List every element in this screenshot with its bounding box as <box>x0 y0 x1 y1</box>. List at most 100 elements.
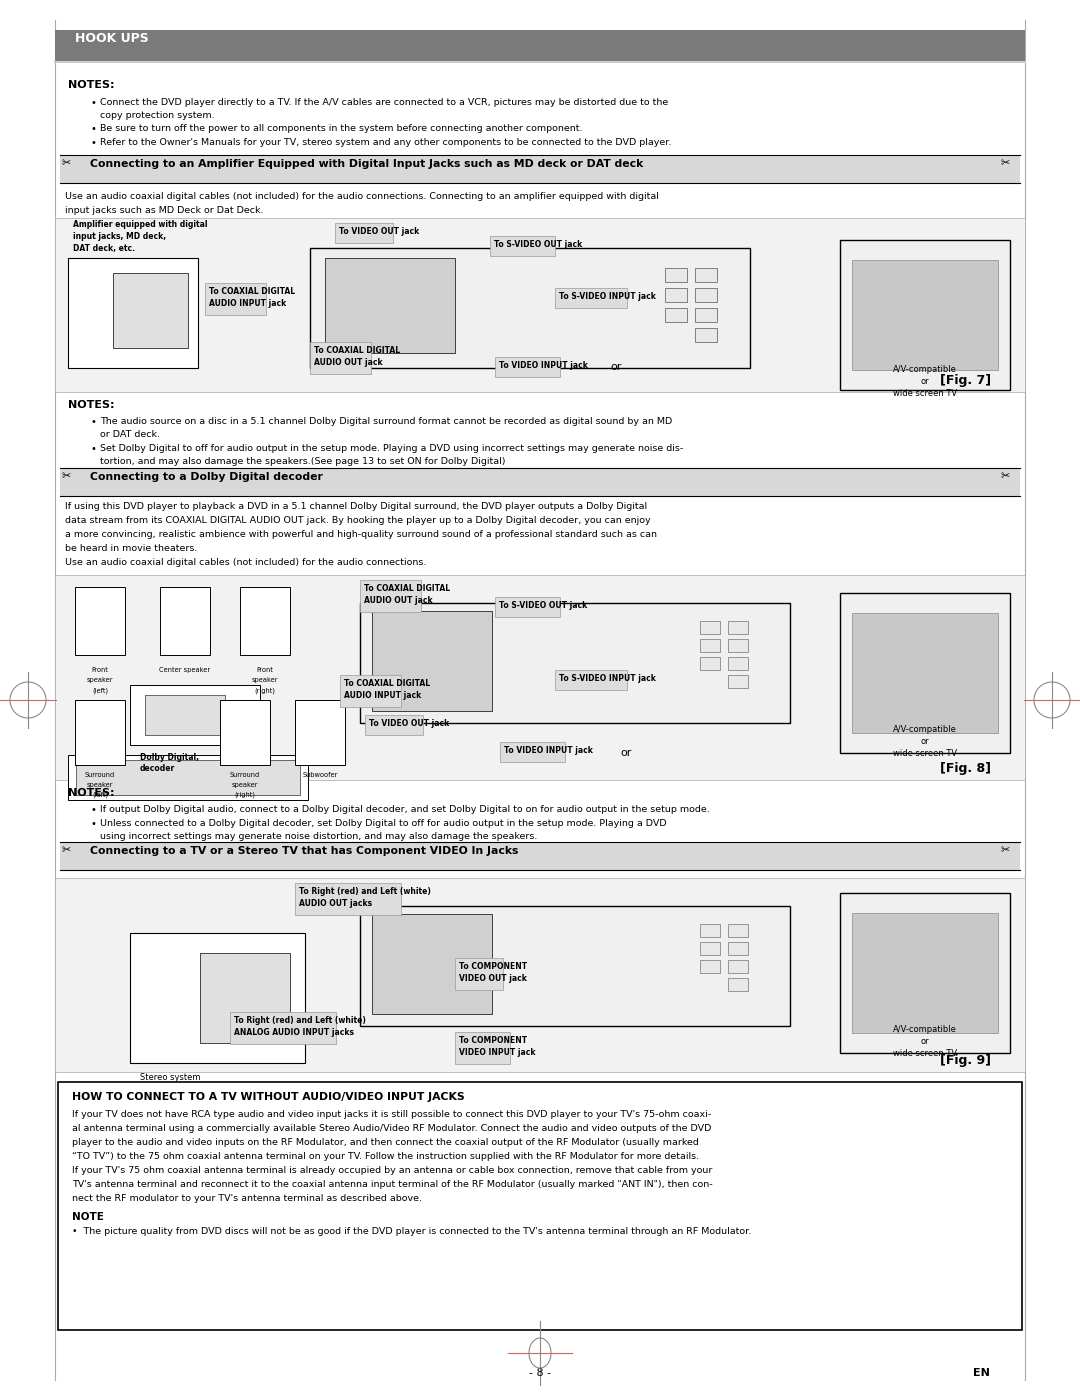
Bar <box>700 960 720 972</box>
Bar <box>360 604 789 724</box>
Circle shape <box>94 719 106 732</box>
Text: AUDIO OUT jack: AUDIO OUT jack <box>314 358 382 367</box>
Text: tortion, and may also damage the speakers.(See page 13 to set ON for Dolby Digit: tortion, and may also damage the speaker… <box>100 457 505 467</box>
Text: To S-VIDEO INPUT jack: To S-VIDEO INPUT jack <box>559 673 656 683</box>
Text: Dolby Digital,: Dolby Digital, <box>140 753 199 761</box>
Bar <box>60 155 1020 183</box>
Text: wide screen TV: wide screen TV <box>893 388 957 398</box>
Bar <box>360 907 789 1025</box>
Bar <box>160 587 210 655</box>
Bar <box>700 942 720 956</box>
Text: nect the RF modulator to your TV's antenna terminal as described above.: nect the RF modulator to your TV's anten… <box>72 1194 422 1203</box>
Text: Use an audio coaxial digital cables (not included) for the audio connections.: Use an audio coaxial digital cables (not… <box>65 557 427 567</box>
Bar <box>240 587 291 655</box>
Circle shape <box>168 599 201 631</box>
Bar <box>728 978 748 990</box>
Bar <box>852 914 998 1032</box>
Bar <box>60 468 1020 496</box>
Circle shape <box>76 272 104 300</box>
Text: Surround: Surround <box>85 773 116 778</box>
Bar <box>700 622 720 634</box>
Text: wide screen TV: wide screen TV <box>893 749 957 759</box>
Circle shape <box>84 599 116 631</box>
Circle shape <box>305 711 335 740</box>
Text: Be sure to turn off the power to all components in the system before connecting : Be sure to turn off the power to all com… <box>100 124 582 133</box>
Circle shape <box>239 719 251 732</box>
Text: AUDIO OUT jacks: AUDIO OUT jacks <box>299 900 373 908</box>
Bar <box>455 958 503 990</box>
Text: •: • <box>90 444 96 454</box>
Text: wide screen TV: wide screen TV <box>893 1049 957 1058</box>
Text: al antenna terminal using a commercially available Stereo Audio/Video RF Modulat: al antenna terminal using a commercially… <box>72 1125 712 1133</box>
Text: NOTES:: NOTES: <box>68 80 114 89</box>
Bar <box>696 288 717 302</box>
Bar <box>75 700 125 766</box>
Bar <box>696 307 717 321</box>
Bar <box>852 260 998 370</box>
Text: •: • <box>90 124 96 134</box>
Text: To VIDEO OUT jack: To VIDEO OUT jack <box>369 719 449 728</box>
Text: A/V-compatible: A/V-compatible <box>893 365 957 374</box>
Bar <box>500 742 565 761</box>
Text: To COAXIAL DIGITAL: To COAXIAL DIGITAL <box>210 286 295 296</box>
Text: AUDIO OUT jack: AUDIO OUT jack <box>364 597 433 605</box>
Text: •: • <box>90 805 96 814</box>
Text: ✂: ✂ <box>62 845 71 855</box>
Text: Stereo system: Stereo system <box>140 1073 201 1083</box>
Bar <box>310 342 372 374</box>
Text: To S-VIDEO OUT jack: To S-VIDEO OUT jack <box>494 240 582 249</box>
Text: If using this DVD player to playback a DVD in a 5.1 channel Dolby Digital surrou: If using this DVD player to playback a D… <box>65 502 647 511</box>
Text: Refer to the Owner's Manuals for your TV, stereo system and any other components: Refer to the Owner's Manuals for your TV… <box>100 138 672 147</box>
Text: Front: Front <box>257 666 273 673</box>
Bar <box>852 613 998 733</box>
Bar <box>220 700 270 766</box>
Text: speaker: speaker <box>86 678 113 683</box>
Circle shape <box>76 314 104 342</box>
Bar <box>310 249 750 367</box>
Text: Center speaker: Center speaker <box>160 666 211 673</box>
Bar <box>840 240 1010 390</box>
Bar <box>68 258 198 367</box>
Text: or: or <box>620 747 632 759</box>
Bar <box>295 700 345 766</box>
Text: (left): (left) <box>92 687 108 693</box>
Bar <box>728 675 748 687</box>
Text: [Fig. 7]: [Fig. 7] <box>940 374 991 387</box>
Text: To COAXIAL DIGITAL: To COAXIAL DIGITAL <box>345 679 430 687</box>
Text: (left): (left) <box>92 792 108 799</box>
Text: To S-VIDEO INPUT jack: To S-VIDEO INPUT jack <box>559 292 656 300</box>
Text: using incorrect settings may generate noise distortion, and may also damage the : using incorrect settings may generate no… <box>100 833 538 841</box>
Bar <box>372 610 492 711</box>
Bar <box>325 258 455 353</box>
Circle shape <box>93 608 107 622</box>
Text: or: or <box>920 1037 929 1046</box>
Text: To COMPONENT: To COMPONENT <box>459 1037 527 1045</box>
Bar <box>55 877 1025 1071</box>
Bar <box>555 288 626 307</box>
Text: speaker: speaker <box>86 782 113 788</box>
Bar <box>700 657 720 671</box>
Text: speaker: speaker <box>232 782 258 788</box>
Text: Amplifier equipped with digital: Amplifier equipped with digital <box>73 219 207 229</box>
Bar <box>700 923 720 937</box>
Text: a more convincing, realistic ambience with powerful and high-quality surround so: a more convincing, realistic ambience wi… <box>65 529 657 539</box>
Circle shape <box>249 599 281 631</box>
Bar <box>728 923 748 937</box>
Bar <box>728 638 748 652</box>
Text: Unless connected to a Dolby Digital decoder, set Dolby Digital to off for audio : Unless connected to a Dolby Digital deco… <box>100 819 666 828</box>
Bar <box>145 694 225 735</box>
Text: HOOK UPS: HOOK UPS <box>75 32 149 45</box>
Text: or: or <box>920 738 929 746</box>
Bar <box>495 358 559 377</box>
Bar <box>230 1011 336 1044</box>
Text: If output Dolby Digital audio, connect to a Dolby Digital decoder, and set Dolby: If output Dolby Digital audio, connect t… <box>100 805 710 814</box>
Text: input jacks such as MD Deck or Dat Deck.: input jacks such as MD Deck or Dat Deck. <box>65 205 264 215</box>
Circle shape <box>84 279 96 292</box>
Text: decoder: decoder <box>140 764 175 773</box>
Text: The audio source on a disc in a 5.1 channel Dolby Digital surround format cannot: The audio source on a disc in a 5.1 chan… <box>100 416 672 426</box>
Text: (right): (right) <box>255 687 275 693</box>
Bar <box>130 933 305 1063</box>
Text: or DAT deck.: or DAT deck. <box>100 430 160 439</box>
Circle shape <box>230 711 260 740</box>
Text: HOW TO CONNECT TO A TV WITHOUT AUDIO/VIDEO INPUT JACKS: HOW TO CONNECT TO A TV WITHOUT AUDIO/VID… <box>72 1092 464 1102</box>
